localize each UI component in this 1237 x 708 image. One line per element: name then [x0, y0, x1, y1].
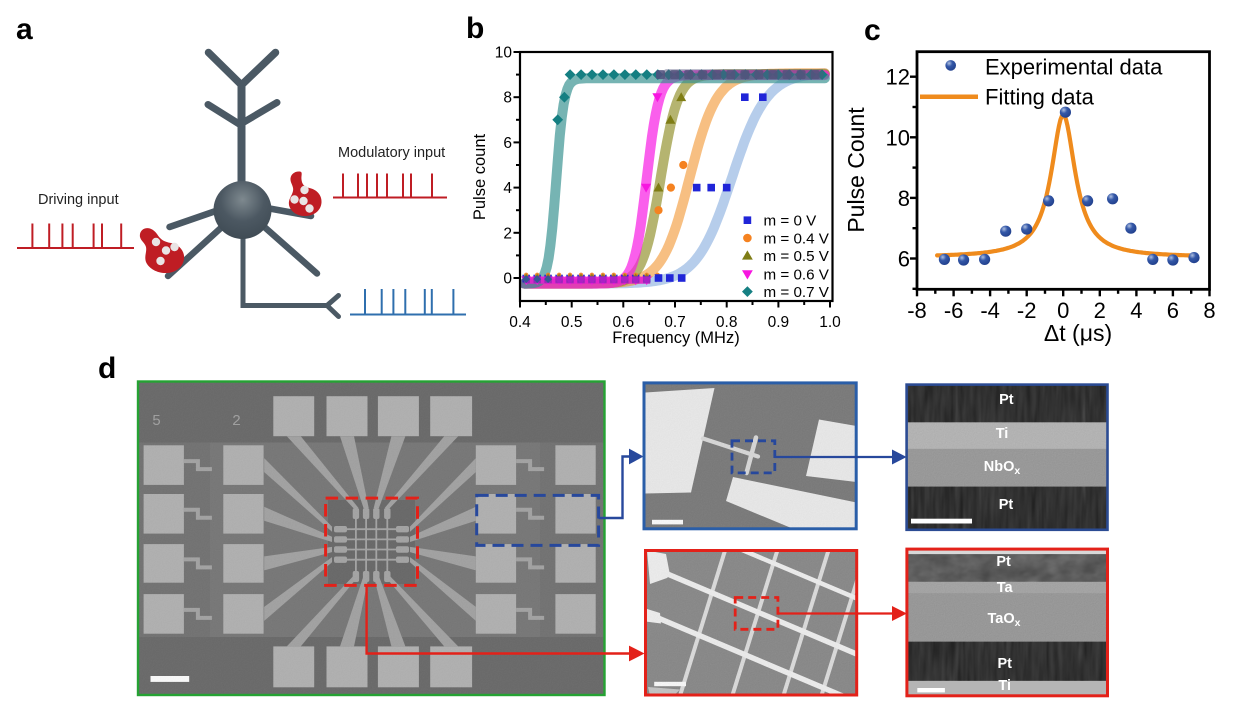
svg-text:Ti: Ti: [998, 678, 1011, 694]
svg-text:Pt: Pt: [997, 656, 1012, 672]
svg-text:10: 10: [495, 45, 513, 62]
svg-text:Δt (μs): Δt (μs): [1044, 320, 1112, 346]
svg-text:Experimental data: Experimental data: [985, 55, 1163, 80]
svg-text:m = 0.7 V: m = 0.7 V: [764, 284, 830, 301]
svg-text:Pulse count: Pulse count: [471, 133, 489, 220]
svg-text:Driving input: Driving input: [38, 192, 119, 208]
svg-text:12: 12: [886, 65, 910, 90]
svg-text:8: 8: [898, 186, 910, 211]
svg-text:0.4: 0.4: [509, 314, 531, 331]
svg-text:NbOx: NbOx: [984, 459, 1021, 477]
svg-text:Frequency (MHz): Frequency (MHz): [612, 329, 739, 347]
svg-text:0.9: 0.9: [768, 314, 790, 331]
svg-text:0.6: 0.6: [613, 314, 635, 331]
svg-text:0: 0: [503, 271, 512, 288]
svg-text:d: d: [98, 352, 116, 385]
svg-text:m = 0.6 V: m = 0.6 V: [764, 267, 830, 284]
svg-text:a: a: [16, 13, 33, 46]
svg-text:2: 2: [503, 225, 512, 242]
svg-text:m = 0.5 V: m = 0.5 V: [764, 248, 830, 265]
svg-text:Pt: Pt: [999, 497, 1014, 513]
svg-text:0.8: 0.8: [716, 314, 738, 331]
svg-text:8: 8: [503, 90, 512, 107]
svg-text:10: 10: [886, 125, 910, 150]
svg-text:Pulse Count: Pulse Count: [843, 107, 869, 233]
svg-text:TaOx: TaOx: [988, 611, 1021, 629]
svg-text:Modulatory input: Modulatory input: [338, 145, 445, 161]
svg-text:0: 0: [1057, 298, 1069, 323]
svg-text:-2: -2: [1017, 298, 1037, 323]
svg-text:Pt: Pt: [999, 392, 1014, 408]
svg-text:Pt: Pt: [996, 554, 1011, 570]
svg-text:b: b: [466, 12, 484, 45]
svg-text:-6: -6: [944, 298, 964, 323]
svg-text:4: 4: [503, 180, 512, 197]
svg-text:1.0: 1.0: [819, 314, 841, 331]
svg-text:0.5: 0.5: [561, 314, 583, 331]
svg-text:m = 0 V: m = 0 V: [764, 213, 818, 230]
svg-text:6: 6: [1167, 298, 1179, 323]
svg-text:Ta: Ta: [997, 580, 1014, 596]
svg-text:8: 8: [1203, 298, 1215, 323]
svg-text:6: 6: [503, 135, 512, 152]
svg-text:2: 2: [1094, 298, 1106, 323]
svg-text:4: 4: [1130, 298, 1142, 323]
svg-text:m = 0.4 V: m = 0.4 V: [764, 230, 830, 247]
svg-text:0.7: 0.7: [664, 314, 686, 331]
svg-text:c: c: [864, 14, 881, 47]
svg-text:-4: -4: [980, 298, 1000, 323]
svg-text:Fitting data: Fitting data: [985, 85, 1095, 110]
svg-text:Ti: Ti: [996, 426, 1009, 442]
svg-text:6: 6: [898, 247, 910, 272]
svg-text:-8: -8: [907, 298, 927, 323]
